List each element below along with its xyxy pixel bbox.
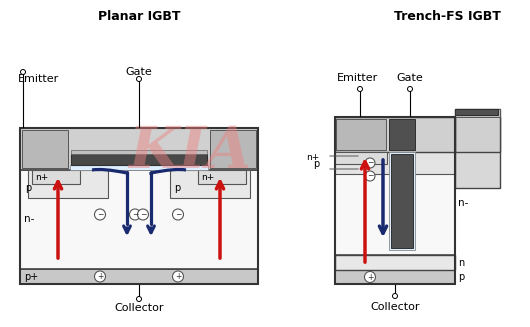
Circle shape: [172, 271, 183, 282]
Text: Collector: Collector: [370, 302, 420, 312]
Bar: [20, 170, 258, 269]
Text: Collector: Collector: [114, 303, 164, 313]
Circle shape: [172, 209, 183, 220]
Bar: [335, 270, 455, 284]
Bar: [210, 130, 256, 168]
Bar: [70, 165, 208, 170]
Text: +: +: [175, 272, 181, 281]
Bar: [32, 170, 80, 184]
Text: p: p: [174, 183, 180, 193]
Circle shape: [94, 209, 105, 220]
Bar: [335, 152, 455, 255]
Circle shape: [358, 87, 363, 92]
Bar: [336, 119, 386, 150]
Text: −: −: [97, 210, 103, 219]
Circle shape: [365, 271, 375, 283]
Text: Emitter: Emitter: [338, 73, 378, 83]
Bar: [28, 170, 108, 198]
Text: Gate: Gate: [126, 67, 153, 77]
Text: +: +: [367, 272, 373, 282]
Text: p+: p+: [24, 271, 38, 282]
Text: +: +: [97, 272, 103, 281]
Bar: [335, 152, 387, 164]
Circle shape: [94, 271, 105, 282]
Text: n: n: [458, 257, 464, 267]
Circle shape: [137, 209, 148, 220]
Text: p: p: [458, 272, 464, 282]
Bar: [20, 128, 258, 284]
Bar: [455, 109, 498, 115]
Text: n-: n-: [24, 215, 34, 225]
Circle shape: [137, 77, 142, 81]
Bar: [20, 128, 258, 170]
Text: n-: n-: [458, 198, 469, 209]
Bar: [170, 170, 250, 198]
Text: Emitter: Emitter: [18, 74, 59, 84]
Text: −: −: [175, 210, 181, 219]
Bar: [335, 152, 455, 174]
Bar: [455, 109, 500, 152]
Text: p: p: [25, 183, 31, 193]
Text: KIA: KIA: [128, 124, 252, 180]
Circle shape: [365, 171, 375, 181]
Circle shape: [408, 87, 412, 92]
Circle shape: [365, 158, 375, 168]
Circle shape: [129, 209, 140, 220]
Text: −: −: [367, 159, 373, 167]
Bar: [335, 117, 455, 284]
Bar: [455, 109, 500, 117]
Bar: [20, 269, 258, 284]
Text: Trench-FS IGBT: Trench-FS IGBT: [394, 10, 500, 23]
Bar: [198, 170, 246, 184]
Bar: [391, 154, 413, 248]
Circle shape: [393, 294, 398, 299]
Text: n+: n+: [306, 153, 319, 163]
Bar: [71, 150, 207, 154]
Text: −: −: [140, 210, 146, 219]
Bar: [389, 152, 415, 250]
Text: −: −: [132, 210, 138, 219]
Text: Gate: Gate: [396, 73, 423, 83]
Bar: [22, 130, 68, 168]
Text: −: −: [367, 171, 373, 181]
Bar: [335, 255, 455, 270]
Text: n+: n+: [201, 173, 214, 181]
Bar: [389, 119, 415, 150]
Circle shape: [137, 297, 142, 301]
Bar: [71, 154, 207, 165]
Text: p: p: [313, 159, 319, 169]
Bar: [455, 117, 500, 188]
Text: Planar IGBT: Planar IGBT: [98, 10, 180, 23]
Bar: [335, 117, 455, 152]
Circle shape: [21, 70, 25, 75]
Text: n+: n+: [35, 173, 48, 181]
